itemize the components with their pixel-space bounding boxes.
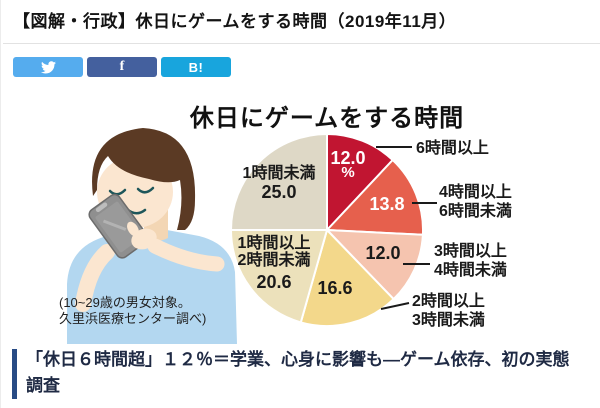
slice-label-4-6h-line2: 6時間未満 — [439, 203, 512, 220]
article-headline-link[interactable]: 「休日６時間超」１２％＝学業、心身に影響も―ゲーム依存、初の実態調査 — [26, 350, 570, 395]
slice-label-1-2h-line1: 1時間以上 — [237, 235, 311, 252]
slice-label-1-2h-line2: 2時間未満 — [237, 252, 311, 269]
person-left-forearm — [75, 244, 115, 312]
survey-note: (10~29歳の男女対象。 久里浜医療センター調べ) — [59, 295, 206, 327]
hatena-bookmark-icon: B! — [188, 59, 204, 75]
person-eye-left — [108, 188, 127, 196]
chart-title: 休日にゲームをする時間 — [189, 105, 465, 132]
slice-label-under1h: 1時間未満 25.0 — [233, 165, 325, 201]
header-divider — [3, 43, 600, 44]
slice-value-1-2h: 20.6 — [256, 272, 292, 292]
slice-label-3-4h-line1: 3時間以上 — [434, 243, 507, 260]
share-facebook-button[interactable]: f — [87, 57, 157, 77]
slice-label-4-6h: 4時間以上 6時間未満 — [439, 183, 512, 221]
slice-label-under1h-line1: 1時間未満 — [242, 165, 316, 182]
slice-label-3-4h-line2: 4時間未満 — [434, 262, 507, 279]
survey-note-line1: (10~29歳の男女対象。 — [59, 295, 191, 310]
person-hair — [92, 128, 196, 230]
slice-label-3-4h: 3時間以上 4時間未満 — [434, 242, 507, 280]
share-hatena-button[interactable]: B! — [161, 57, 231, 77]
pie-slice-1-6時間以上 — [326, 133, 394, 231]
facebook-f-icon: f — [119, 59, 125, 74]
pie-slices — [230, 133, 424, 327]
pie-slice-6-1時間未満 — [230, 133, 328, 231]
survey-note-line2: 久里浜医療センター調べ) — [59, 311, 207, 326]
pie-slice-4-2時間以上3時間未満 — [299, 229, 395, 327]
slice-value-2-3h: 16.6 — [317, 278, 353, 298]
slice-label-2-3h-line2: 3時間未満 — [412, 312, 485, 329]
slice-value-under1h: 25.0 — [261, 182, 297, 202]
person-using-smartphone-illustration — [67, 128, 237, 344]
slice-value-6h: 12.0 % — [321, 148, 375, 181]
pie-slice-5-1時間以上2時間未満 — [230, 229, 328, 324]
page-title: 【図解・行政】休日にゲームをする時間（2019年11月） — [13, 12, 457, 31]
slice-label-2-3h: 2時間以上 3時間未満 — [412, 292, 485, 330]
article-headline-bar — [12, 349, 17, 399]
share-twitter-button[interactable] — [13, 57, 83, 77]
leader-line-2-3h — [380, 302, 410, 310]
pie-slice-2-4時間以上6時間未満 — [326, 159, 424, 236]
leader-lines — [376, 146, 437, 310]
slice-value-4-6h: 13.8 — [369, 194, 405, 214]
slice-label-1-2h: 1時間以上 2時間未満 20.6 — [226, 235, 322, 293]
slice-value-6h-unit: % — [341, 164, 355, 181]
slice-label-6h: 6時間以上 — [416, 140, 489, 157]
twitter-bird-icon — [40, 60, 56, 74]
pie-slice-3-3時間以上4時間未満 — [326, 229, 424, 301]
person-thumb — [127, 221, 139, 237]
slice-value-3-4h: 12.0 — [365, 243, 401, 263]
slice-label-2-3h-line1: 2時間以上 — [412, 293, 485, 310]
slice-value-6h-number: 12.0 — [330, 148, 366, 168]
slice-label-4-6h-line1: 4時間以上 — [439, 184, 512, 201]
person-eye-right — [136, 186, 155, 194]
person-right-arm — [147, 238, 225, 272]
